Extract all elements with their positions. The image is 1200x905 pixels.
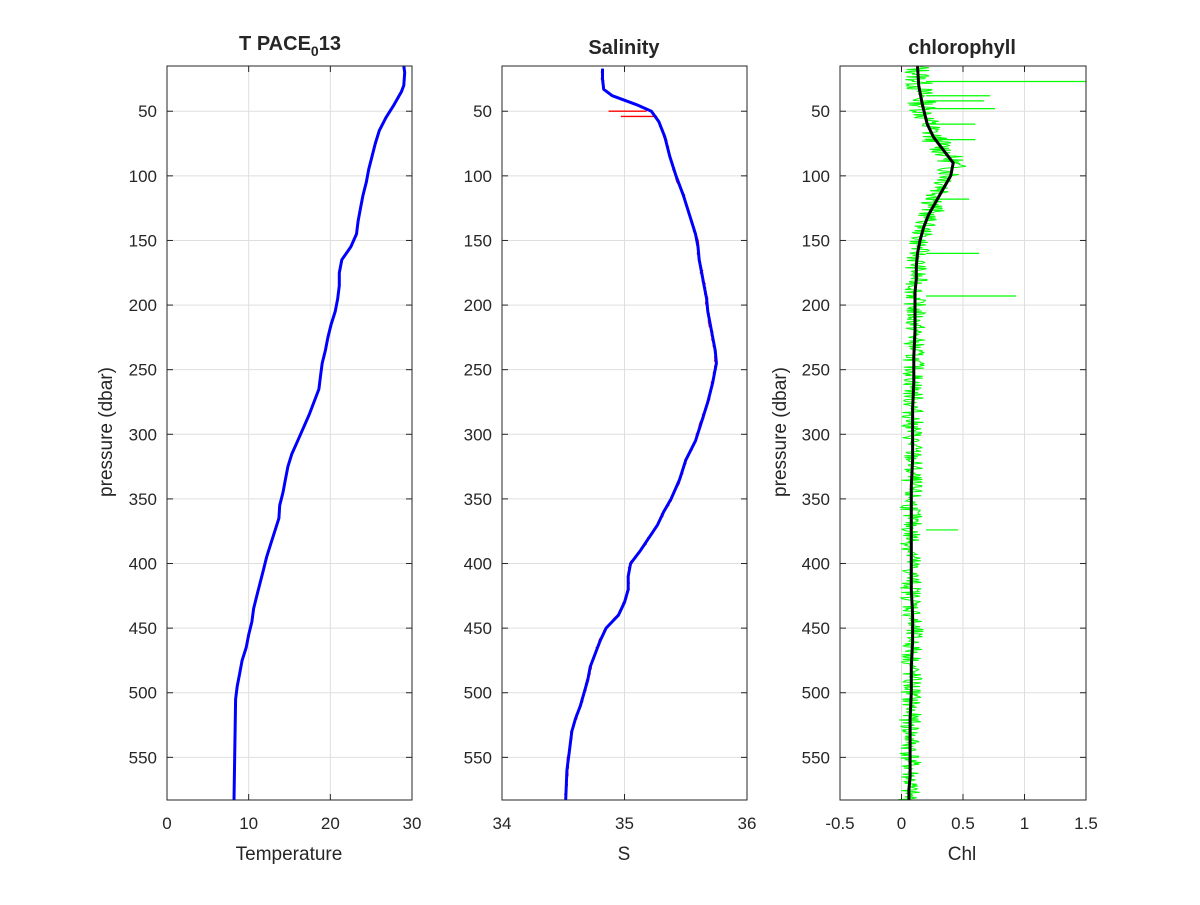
temperature-title: T PACE013 (239, 33, 341, 59)
temperature-ytick-label: 500 (129, 684, 157, 703)
temperature-axes-box (166, 65, 413, 801)
chlorophyll-raw-line (898, 66, 967, 800)
salinity-ytick-label: 300 (464, 425, 492, 444)
chlorophyll-ytick-label: 200 (802, 296, 830, 315)
temperature-grid (166, 66, 413, 800)
salinity-xlabel: S (618, 844, 631, 865)
temperature-ytick-label: 250 (129, 361, 157, 380)
temperature-ylabel: pressure (dbar) (96, 367, 117, 497)
chlorophyll-marks (907, 66, 955, 800)
salinity-ytick-label: 50 (473, 102, 492, 121)
temperature-title-main: T PACE (239, 33, 311, 55)
salinity-ytick-label: 200 (464, 296, 492, 315)
salinity-ytick-label: 100 (464, 167, 492, 186)
temperature-marks (232, 66, 407, 800)
temperature-ticks: 0 10 20 30 50 100 150 200 250 300 350 400 450 500 550 (129, 66, 422, 833)
chlorophyll-xtick-label: 0.5 (951, 814, 975, 833)
salinity-title: Salinity (588, 37, 660, 59)
salinity-profile-line (564, 68, 718, 800)
salinity-ytick-label: 250 (464, 361, 492, 380)
temperature-xtick-label: 20 (321, 814, 340, 833)
salinity-ytick-label: 400 (464, 555, 492, 574)
chlorophyll-xtick-label: -0.5 (825, 814, 854, 833)
chlorophyll-ticks: -0.5 0 0.5 1 1.5 50 100 150 200 250 300 350 400 450 50… (802, 66, 1098, 833)
temperature-ytick-label: 200 (129, 296, 157, 315)
salinity-marks (564, 68, 718, 800)
salinity-xtick-label: 36 (738, 814, 757, 833)
chlorophyll-ytick-label: 450 (802, 619, 830, 638)
salinity-ytick-label: 450 (464, 619, 492, 638)
chlorophyll-xlabel: Chl (948, 844, 977, 865)
temperature-xtick-label: 30 (403, 814, 422, 833)
chlorophyll-ytick-label: 350 (802, 490, 830, 509)
salinity-ytick-label: 150 (464, 231, 492, 250)
chlorophyll-ytick-label: 250 (802, 361, 830, 380)
chlorophyll-ytick-label: 500 (802, 684, 830, 703)
temperature-title-sub: 0 (311, 43, 319, 59)
salinity-ytick-label: 350 (464, 490, 492, 509)
chlorophyll-ytick-label: 150 (802, 231, 830, 250)
temperature-xtick-label: 0 (162, 814, 171, 833)
salinity-ticks: 34 35 36 50 100 150 200 250 300 350 400 450 500 550 (464, 66, 757, 833)
temperature-xlabel: Temperature (236, 844, 343, 865)
chlorophyll-profile-line (907, 66, 955, 800)
temperature-profile-line (232, 66, 407, 800)
temperature-ytick-label: 50 (138, 102, 157, 121)
salinity-xtick-label: 34 (493, 814, 512, 833)
chlorophyll-panel: -0.5 0 0.5 1 1.5 50 100 150 200 250 300 350 400 450 50… (770, 37, 1098, 865)
chlorophyll-title: chlorophyll (908, 37, 1016, 59)
chlorophyll-ytick-label: 300 (802, 425, 830, 444)
chlorophyll-xtick-label: 1 (1020, 814, 1029, 833)
chlorophyll-ytick-label: 100 (802, 167, 830, 186)
temperature-ytick-label: 450 (129, 619, 157, 638)
temperature-title-suffix: 13 (319, 33, 341, 55)
temperature-panel: 0 10 20 3050100150200250300350400450500550 … (96, 33, 421, 865)
temperature-ytick-label: 550 (129, 748, 157, 767)
chlorophyll-ytick-label: 50 (811, 102, 830, 121)
salinity-ytick-label: 550 (464, 748, 492, 767)
salinity-panel: 34 35 36 50 100 150 200 250 300 350 400 450 500 550 S… (464, 37, 757, 865)
temperature-ytick-label: 100 (129, 167, 157, 186)
chlorophyll-ylabel: pressure (dbar) (770, 367, 791, 497)
temperature-ytick-label: 350 (129, 490, 157, 509)
chlorophyll-xtick-label: 1.5 (1074, 814, 1098, 833)
salinity-ytick-label: 500 (464, 684, 492, 703)
temperature-xtick-label: 10 (239, 814, 258, 833)
chlorophyll-ytick-label: 550 (802, 748, 830, 767)
temperature-ytick-label: 300 (129, 425, 157, 444)
temperature-ytick-label: 400 (129, 555, 157, 574)
chlorophyll-xtick-label: 0 (897, 814, 906, 833)
temperature-ytick-label: 150 (129, 231, 157, 250)
chlorophyll-ytick-label: 400 (802, 555, 830, 574)
salinity-xtick-label: 35 (615, 814, 634, 833)
